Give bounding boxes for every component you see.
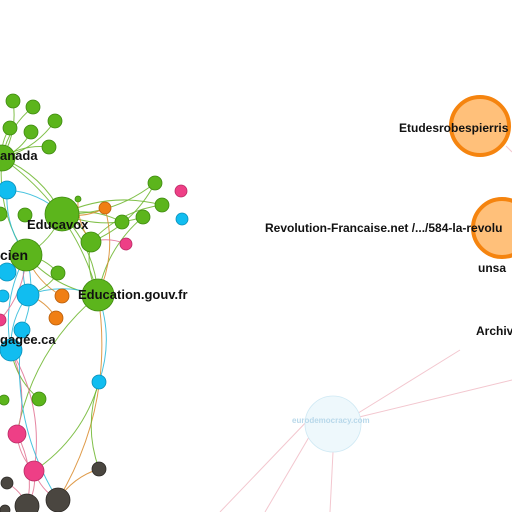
graph-node-canada[interactable] [0, 144, 16, 172]
graph-node-b5[interactable] [13, 321, 31, 339]
graph-node-g6[interactable] [41, 139, 57, 155]
graph-node-g13[interactable] [80, 231, 102, 253]
graph-nodes [0, 93, 512, 512]
graph-node-g7[interactable] [0, 206, 8, 222]
graph-node-o2[interactable] [74, 195, 82, 203]
label-gagee: gagée.ca [0, 332, 56, 347]
graph-node-g15[interactable] [31, 391, 47, 407]
graph-node-g11[interactable] [135, 209, 151, 225]
graph-node-d3[interactable] [45, 487, 71, 512]
graph-edge-faint [354, 349, 461, 416]
graph-edges [0, 100, 512, 512]
graph-edge [57, 294, 103, 501]
graph-edge [33, 381, 100, 472]
graph-node-b-top[interactable] [0, 180, 17, 200]
graph-node-d1[interactable] [91, 461, 107, 477]
graph-node-b3[interactable] [16, 283, 40, 307]
graph-node-g16[interactable] [0, 394, 10, 406]
graph-node-b4[interactable] [0, 289, 10, 303]
label-faint-site: eurodemocracy.com [292, 416, 370, 425]
graph-edge-faint [505, 145, 512, 153]
graph-node-g9[interactable] [147, 175, 163, 191]
graph-node-g1[interactable] [5, 93, 21, 109]
graph-node-d5[interactable] [0, 504, 11, 512]
graph-node-g2[interactable] [25, 99, 41, 115]
graph-node-g4[interactable] [2, 120, 18, 136]
label-archiv: Archiv [476, 324, 512, 338]
graph-node-p2[interactable] [119, 237, 133, 251]
graph-node-g12[interactable] [114, 214, 130, 230]
graph-node-o4[interactable] [48, 310, 64, 326]
graph-node-p5[interactable] [23, 460, 45, 482]
label-revolution-francaise: Revolution-Francaise.net /.../584-la-rev… [265, 221, 502, 235]
graph-node-p4[interactable] [7, 424, 27, 444]
graph-node-b7[interactable] [91, 374, 107, 390]
graph-node-b2[interactable] [0, 262, 17, 282]
label-etudesrobespierristes: Etudesrobespierris [399, 121, 509, 135]
graph-edge-faint [264, 431, 313, 512]
graph-node-g8[interactable] [17, 207, 33, 223]
graph-node-o1[interactable] [98, 201, 112, 215]
graph-node-b1[interactable] [175, 212, 189, 226]
label-unsa: unsa [478, 261, 506, 275]
label-education-gouv: Education.gouv.fr [78, 287, 188, 302]
graph-node-o3[interactable] [54, 288, 70, 304]
graph-node-b6[interactable] [0, 338, 23, 362]
label-educavox: Educavox [27, 217, 89, 232]
graph-node-g5[interactable] [23, 124, 39, 140]
graph-node-g10[interactable] [154, 197, 170, 213]
graph-node-d2[interactable] [0, 476, 14, 490]
graph-edge-faint [329, 451, 334, 512]
graph-node-cien[interactable] [9, 238, 43, 272]
graph-edge-faint [219, 417, 311, 512]
graph-edge-faint [354, 379, 512, 419]
graph-node-revol[interactable] [471, 197, 512, 259]
graph-node-educavox[interactable] [44, 196, 80, 232]
graph-edge [10, 349, 37, 472]
graph-node-etudes[interactable] [449, 95, 511, 157]
graph-node-g14[interactable] [50, 265, 66, 281]
graph-node-p3[interactable] [0, 313, 7, 327]
label-cien: cien [0, 247, 28, 263]
graph-node-edu[interactable] [81, 278, 115, 312]
graph-node-d4[interactable] [14, 493, 40, 512]
graph-node-p1[interactable] [174, 184, 188, 198]
label-canada: anada [0, 148, 38, 163]
graph-node-faint[interactable] [304, 395, 362, 453]
graph-node-g3[interactable] [47, 113, 63, 129]
